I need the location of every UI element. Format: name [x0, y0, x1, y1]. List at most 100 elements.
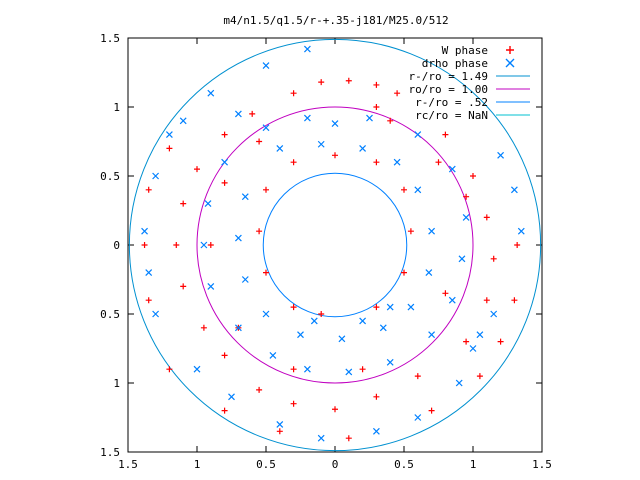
data-point	[180, 283, 187, 290]
data-point	[448, 296, 456, 304]
data-point	[476, 373, 483, 380]
data-point	[490, 310, 498, 318]
data-point	[372, 427, 380, 435]
axis-ticks: 1.5 1 0.5 0 0.5 1 1.51.510.500.511.5	[100, 32, 552, 471]
y-tick-label: 0	[113, 239, 120, 252]
data-point	[414, 373, 421, 380]
data-point	[241, 276, 249, 283]
data-point	[290, 304, 297, 311]
data-point	[463, 338, 470, 345]
legend-marker	[505, 58, 515, 68]
data-point	[166, 145, 173, 152]
data-point	[221, 352, 228, 359]
data-point	[359, 366, 366, 373]
reference-rings	[128, 38, 542, 452]
data-point	[332, 152, 338, 159]
data-point	[373, 304, 380, 311]
data-point	[276, 420, 284, 428]
x-tick-label: 1.5	[118, 458, 138, 471]
data-point	[359, 144, 367, 152]
data-point	[221, 179, 228, 186]
data-point	[290, 159, 297, 166]
data-point	[221, 131, 228, 138]
x-tick-label: 0	[332, 458, 339, 471]
data-point	[458, 255, 466, 263]
data-point	[152, 172, 160, 180]
data-point	[435, 159, 442, 166]
data-point	[207, 282, 215, 290]
data-point	[373, 393, 380, 400]
y-tick-label: 1	[113, 377, 120, 390]
ring-circle	[128, 38, 542, 452]
data-point	[221, 158, 229, 166]
data-point	[338, 335, 346, 343]
data-point	[462, 213, 470, 221]
data-point	[276, 428, 283, 435]
data-point	[497, 151, 505, 159]
data-point	[510, 186, 518, 194]
data-point	[262, 310, 270, 318]
data-point	[234, 110, 242, 118]
data-point	[263, 269, 269, 276]
data-point	[386, 303, 394, 311]
data-point	[145, 186, 152, 193]
data-point	[428, 407, 435, 414]
data-point	[428, 331, 436, 339]
data-point	[241, 193, 249, 201]
data-point	[386, 358, 394, 366]
y-tick-label: 0.5	[100, 308, 120, 321]
data-point	[514, 242, 521, 248]
data-point	[414, 131, 422, 139]
x-tick-label: 1	[470, 458, 477, 471]
data-point	[401, 269, 407, 276]
data-point	[145, 269, 153, 277]
data-point	[194, 166, 200, 173]
data-point	[310, 317, 318, 325]
data-point	[256, 386, 263, 393]
data-point	[303, 365, 311, 373]
legend-label: drho phase	[422, 57, 488, 70]
data-point	[204, 200, 212, 208]
x-tick-label: 1	[194, 458, 201, 471]
y-tick-label: 1.5	[100, 32, 120, 45]
data-point	[179, 117, 187, 125]
data-point	[414, 186, 422, 194]
legend-label: r-/ro = .52	[415, 96, 488, 109]
data-point	[359, 317, 367, 325]
data-point	[276, 144, 284, 152]
data-point	[373, 159, 380, 166]
data-point	[366, 114, 373, 122]
data-point	[152, 310, 160, 318]
data-point	[318, 311, 325, 317]
data-point	[331, 120, 339, 127]
data-point	[263, 186, 269, 193]
data-point	[345, 435, 352, 442]
data-point	[249, 110, 256, 117]
data-points	[141, 45, 525, 442]
x-tick-label: 1.5	[532, 458, 552, 471]
data-point	[373, 81, 380, 88]
data-point	[428, 227, 436, 235]
data-point	[234, 324, 242, 332]
data-point	[387, 117, 394, 124]
data-point	[448, 165, 456, 173]
data-point	[373, 104, 380, 110]
data-point	[180, 200, 187, 207]
data-point	[401, 186, 407, 193]
data-point	[290, 90, 297, 97]
y-tick-label: 1	[113, 101, 120, 114]
data-point	[497, 338, 504, 345]
data-point	[262, 62, 270, 70]
data-point	[407, 303, 415, 311]
chart-title: m4/n1.5/q1.5/r-+.35-j181/M25.0/512	[223, 14, 448, 27]
data-point	[455, 379, 463, 387]
data-point	[207, 89, 215, 97]
data-point	[469, 345, 477, 352]
data-point	[407, 228, 414, 235]
data-point	[511, 297, 518, 304]
data-point	[290, 366, 297, 373]
data-point	[379, 324, 387, 332]
legend-label: W phase	[442, 44, 488, 57]
data-point	[221, 407, 228, 414]
